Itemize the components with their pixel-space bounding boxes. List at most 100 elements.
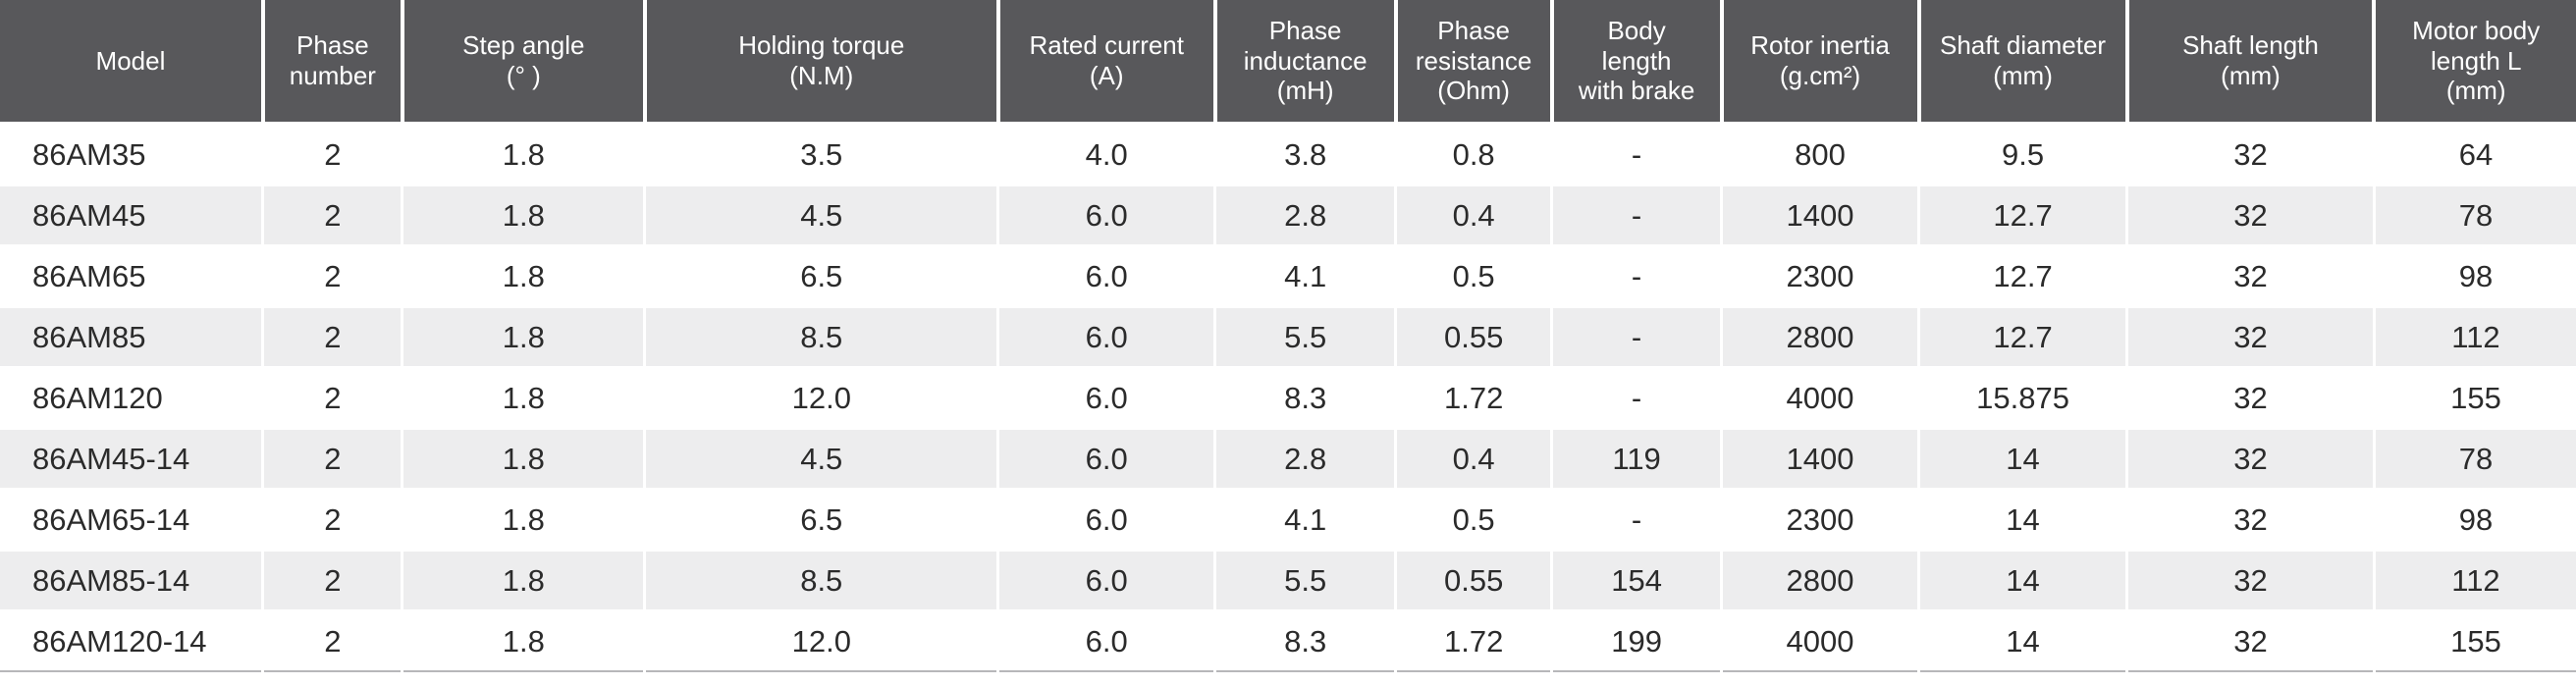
table-row: 86AM85-14 2 1.8 8.5 6.0 5.5 0.55 154 2800 14 32 112: [0, 549, 2576, 612]
cell-phase-inductance: 4.1: [1213, 244, 1398, 308]
cell-rotor-inertia: 800: [1720, 122, 1921, 186]
cell-motor-body-length: 98: [2372, 488, 2576, 552]
cell-rotor-inertia: 1400: [1720, 184, 1921, 247]
cell-motor-body-length: 78: [2372, 184, 2576, 247]
cell-shaft-length: 32: [2125, 549, 2376, 612]
table-row: 86AM45 2 1.8 4.5 6.0 2.8 0.4-1400 12.7 32 78: [0, 184, 2576, 247]
cell-rotor-inertia: 1400: [1720, 427, 1921, 491]
cell-body-length-brake: -: [1550, 305, 1724, 369]
cell-rotor-inertia: 2300: [1720, 244, 1921, 308]
cell-rated-current: 6.0: [996, 366, 1217, 430]
cell-phase-inductance: 8.3: [1213, 366, 1398, 430]
model-cell: 86AM45-14: [0, 427, 265, 491]
cell-rated-current: 6.0: [996, 609, 1217, 672]
cell-shaft-diameter: 9.5: [1917, 122, 2129, 186]
column-header-motor-body-length: Motor body length L (mm): [2372, 0, 2576, 126]
cell-holding-torque: 8.5: [643, 305, 1000, 369]
model-cell: 86AM120: [0, 366, 265, 430]
table-row: 86AM35 2 1.8 3.5 4.0 3.8 0.8-800 9.5 32 64: [0, 122, 2576, 186]
cell-shaft-diameter: 15.875: [1917, 366, 2129, 430]
cell-shaft-length: 32: [2125, 122, 2376, 186]
model-cell: 86AM85: [0, 305, 265, 369]
cell-holding-torque: 3.5: [643, 122, 1000, 186]
cell-phase-resistance: 0.5: [1394, 488, 1554, 552]
cell-step-angle: 1.8: [401, 427, 647, 491]
cell-rotor-inertia: 4000: [1720, 366, 1921, 430]
cell-phase-inductance: 3.8: [1213, 122, 1398, 186]
cell-body-length-brake: 119: [1550, 427, 1724, 491]
cell-phase-resistance: 0.55: [1394, 305, 1554, 369]
column-header-shaft-length: Shaft length (mm): [2124, 0, 2377, 126]
cell-shaft-length: 32: [2125, 244, 2376, 308]
cell-rated-current: 6.0: [996, 305, 1217, 369]
cell-phase-number: 2: [261, 609, 404, 672]
cell-phase-inductance: 4.1: [1213, 488, 1398, 552]
cell-phase-number: 2: [261, 366, 404, 430]
model-cell: 86AM65: [0, 244, 265, 308]
cell-rated-current: 6.0: [996, 244, 1217, 308]
cell-phase-inductance: 2.8: [1213, 427, 1398, 491]
cell-body-length-brake: -: [1550, 366, 1724, 430]
cell-shaft-diameter: 14: [1917, 427, 2129, 491]
cell-step-angle: 1.8: [401, 244, 647, 308]
cell-shaft-length: 32: [2125, 305, 2376, 369]
cell-step-angle: 1.8: [401, 366, 647, 430]
column-header-step-angle: Step angle (° ): [400, 0, 647, 126]
cell-phase-resistance: 0.55: [1394, 549, 1554, 612]
cell-phase-resistance: 0.5: [1394, 244, 1554, 308]
cell-holding-torque: 6.5: [643, 488, 1000, 552]
cell-step-angle: 1.8: [401, 609, 647, 672]
cell-rated-current: 4.0: [996, 122, 1217, 186]
table-body: 86AM35 2 1.8 3.5 4.0 3.8 0.8-800 9.5 32 64 86AM45 2…: [0, 122, 2576, 672]
cell-shaft-diameter: 14: [1917, 549, 2129, 612]
cell-phase-inductance: 2.8: [1213, 184, 1398, 247]
cell-step-angle: 1.8: [401, 305, 647, 369]
cell-body-length-brake: -: [1550, 184, 1724, 247]
cell-phase-number: 2: [261, 488, 404, 552]
column-header-phase-resistance: Phase resistance (Ohm): [1393, 0, 1554, 126]
column-header-phase-inductance: Phase inductance (mH): [1212, 0, 1398, 126]
column-header-shaft-diameter: Shaft diameter (mm): [1916, 0, 2129, 126]
cell-body-length-brake: 199: [1550, 609, 1724, 672]
cell-phase-inductance: 5.5: [1213, 549, 1398, 612]
column-header-body-length-brake: Body length with brake: [1549, 0, 1724, 126]
cell-phase-number: 2: [261, 244, 404, 308]
cell-shaft-length: 32: [2125, 609, 2376, 672]
cell-motor-body-length: 78: [2372, 427, 2576, 491]
model-cell: 86AM120-14: [0, 609, 265, 672]
table-header: Model Phase number Step angle (° ) Holding …: [0, 0, 2576, 126]
cell-phase-resistance: 0.4: [1394, 427, 1554, 491]
cell-phase-number: 2: [261, 122, 404, 186]
model-cell: 86AM35: [0, 122, 265, 186]
cell-step-angle: 1.8: [401, 549, 647, 612]
cell-phase-inductance: 8.3: [1213, 609, 1398, 672]
model-cell: 86AM85-14: [0, 549, 265, 612]
cell-shaft-length: 32: [2125, 366, 2376, 430]
cell-rated-current: 6.0: [996, 549, 1217, 612]
column-header-rated-current: Rated current (A): [995, 0, 1217, 126]
cell-shaft-length: 32: [2125, 184, 2376, 247]
header-row: Model Phase number Step angle (° ) Holding …: [0, 0, 2576, 126]
column-header-model: Model: [0, 0, 265, 126]
table-row: 86AM65 2 1.8 6.5 6.0 4.1 0.5-2300 12.7 32 98: [0, 244, 2576, 308]
cell-motor-body-length: 64: [2372, 122, 2576, 186]
cell-step-angle: 1.8: [401, 184, 647, 247]
table-row: 86AM65-14 2 1.8 6.5 6.0 4.1 0.5-2300 14 32 98: [0, 488, 2576, 552]
cell-phase-number: 2: [261, 305, 404, 369]
cell-phase-resistance: 1.72: [1394, 609, 1554, 672]
model-cell: 86AM65-14: [0, 488, 265, 552]
table-row: 86AM45-14 2 1.8 4.5 6.0 2.8 0.4 119 1400 14 32 78: [0, 427, 2576, 491]
cell-motor-body-length: 98: [2372, 244, 2576, 308]
cell-shaft-diameter: 14: [1917, 609, 2129, 672]
cell-body-length-brake: -: [1550, 488, 1724, 552]
cell-phase-number: 2: [261, 549, 404, 612]
cell-phase-number: 2: [261, 427, 404, 491]
cell-shaft-diameter: 12.7: [1917, 305, 2129, 369]
cell-rated-current: 6.0: [996, 488, 1217, 552]
cell-holding-torque: 12.0: [643, 366, 1000, 430]
cell-body-length-brake: 154: [1550, 549, 1724, 612]
cell-rotor-inertia: 2800: [1720, 305, 1921, 369]
cell-step-angle: 1.8: [401, 488, 647, 552]
